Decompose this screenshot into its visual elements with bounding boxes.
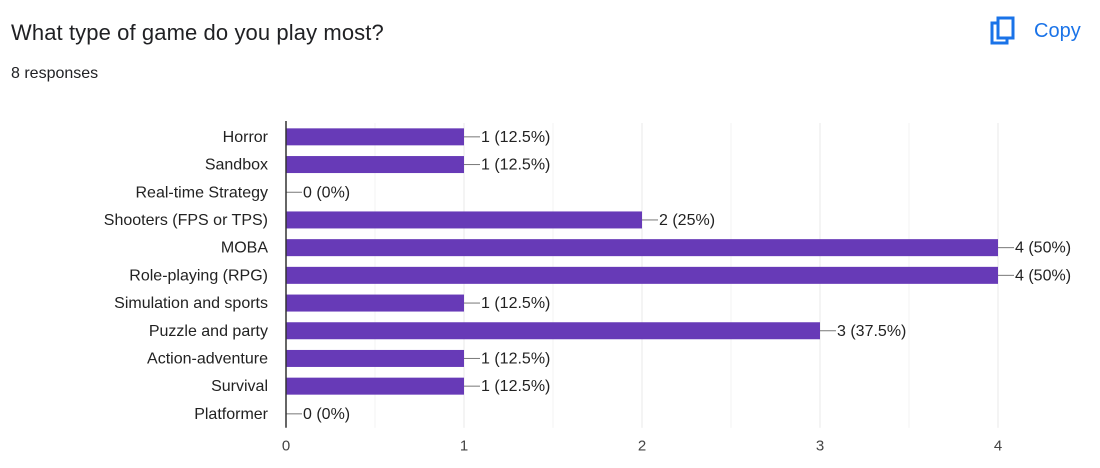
category-label: Horror — [223, 129, 269, 146]
category-label: Sandbox — [205, 157, 268, 174]
data-label: 1 (12.5%) — [481, 295, 550, 312]
response-count: 8 responses — [11, 65, 99, 82]
category-label: Puzzle and party — [149, 323, 268, 340]
copy-label: Copy — [1034, 19, 1081, 42]
bar — [286, 349, 464, 367]
data-label: 1 (12.5%) — [481, 378, 550, 395]
bar — [286, 322, 820, 340]
x-tick-label: 4 — [994, 438, 1002, 455]
category-label: Role-playing (RPG) — [129, 267, 268, 284]
data-label: 1 (12.5%) — [481, 129, 550, 146]
data-label: 4 (50%) — [1015, 240, 1071, 257]
question-title: What type of game do you play most? — [11, 20, 384, 45]
x-tick-label: 2 — [638, 438, 646, 455]
bar — [286, 128, 464, 146]
data-label: 1 (12.5%) — [481, 350, 550, 367]
copy-icon — [990, 16, 1016, 46]
category-label: Simulation and sports — [114, 295, 268, 312]
copy-button[interactable]: Copy — [986, 14, 1085, 48]
data-label: 0 (0%) — [303, 184, 350, 201]
category-label: MOBA — [221, 240, 268, 257]
data-label: 3 (37.5%) — [837, 323, 906, 340]
bar — [286, 239, 998, 257]
category-label: Action-adventure — [147, 350, 268, 367]
bar — [286, 377, 464, 395]
bar — [286, 211, 642, 229]
data-label: 1 (12.5%) — [481, 157, 550, 174]
x-tick-label: 3 — [816, 438, 824, 455]
category-label: Platformer — [194, 406, 268, 423]
x-tick-label: 1 — [460, 438, 468, 455]
bar — [286, 294, 464, 312]
category-label: Shooters (FPS or TPS) — [104, 212, 268, 229]
data-label: 4 (50%) — [1015, 267, 1071, 284]
category-label: Survival — [211, 378, 268, 395]
bar — [286, 266, 998, 284]
x-tick-label: 0 — [282, 438, 290, 455]
data-label: 0 (0%) — [303, 406, 350, 423]
bar — [286, 156, 464, 174]
data-label: 2 (25%) — [659, 212, 715, 229]
category-label: Real-time Strategy — [136, 184, 269, 201]
